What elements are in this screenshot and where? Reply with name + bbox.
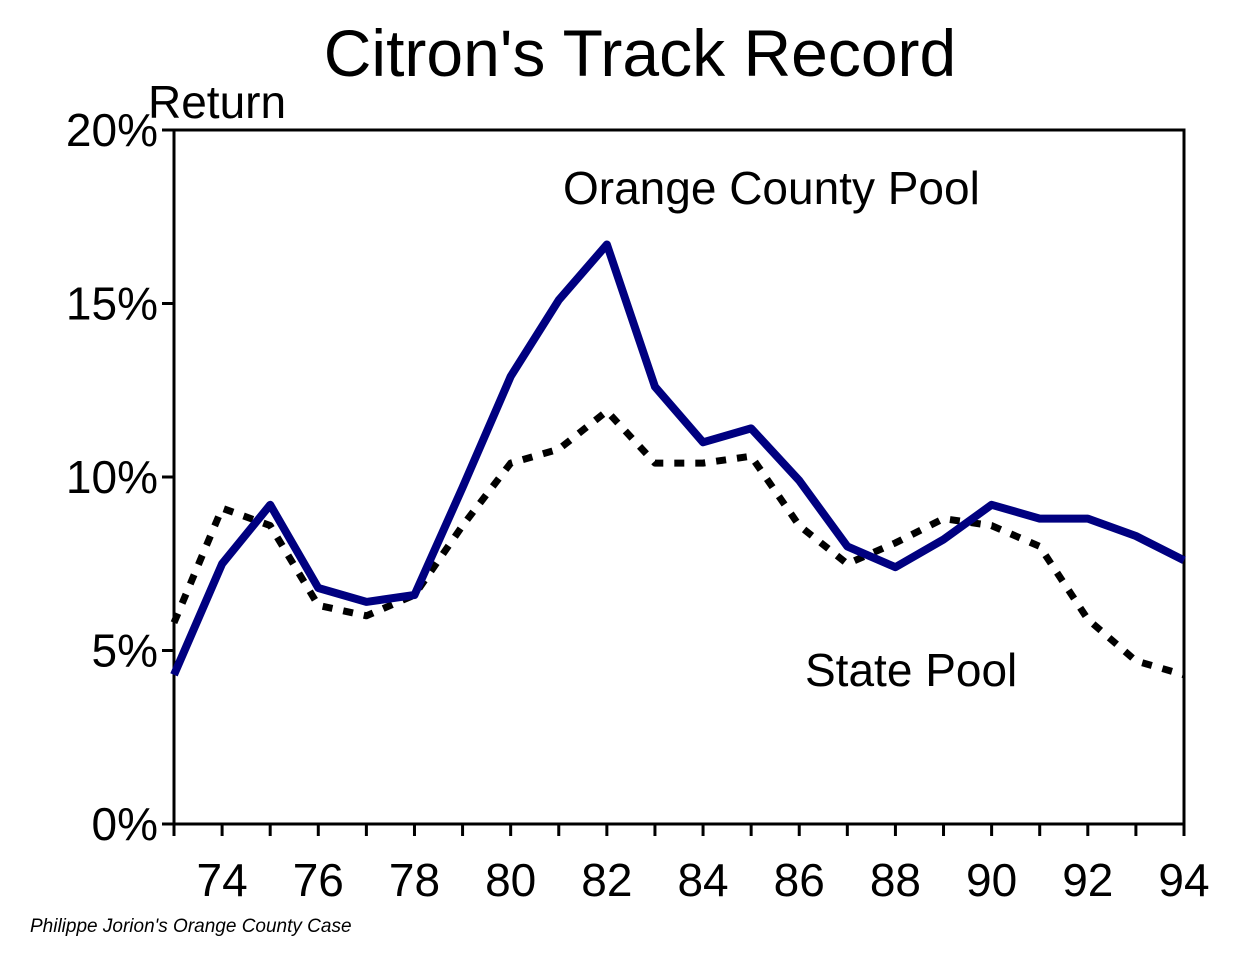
x-tick-label: 82 — [581, 854, 632, 906]
orange-county-pool-line — [170, 240, 1186, 677]
x-tick-label: 80 — [485, 854, 536, 906]
y-axis: 0% 5% 10% 15% 20% — [66, 104, 174, 850]
y-tick-label: 20% — [66, 104, 158, 156]
x-tick-label: 92 — [1062, 854, 1113, 906]
x-axis: 74 76 78 80 82 84 86 88 90 92 94 — [172, 824, 1210, 906]
y-tick-label: 5% — [92, 625, 158, 677]
plot-area-frame — [172, 128, 1186, 826]
x-tick-label: 74 — [197, 854, 248, 906]
x-tick-label: 78 — [389, 854, 440, 906]
x-tick-label: 88 — [870, 854, 921, 906]
x-tick-label: 90 — [966, 854, 1017, 906]
orange-county-pool-label: Orange County Pool — [563, 162, 980, 214]
source-note: Philippe Jorion's Orange County Case — [30, 916, 352, 937]
x-tick-label: 86 — [774, 854, 825, 906]
state-pool-line — [170, 407, 1185, 679]
y-tick-label: 0% — [92, 798, 158, 850]
y-axis-label: Return — [148, 76, 286, 128]
x-tick-label: 94 — [1158, 854, 1209, 906]
chart-title: Citron's Track Record — [324, 16, 956, 90]
x-tick-label: 76 — [293, 854, 344, 906]
y-tick-label: 15% — [66, 278, 158, 330]
x-tick-label: 84 — [677, 854, 728, 906]
series-layer — [170, 240, 1186, 679]
state-pool-label: State Pool — [805, 644, 1017, 696]
y-tick-label: 10% — [66, 451, 158, 503]
